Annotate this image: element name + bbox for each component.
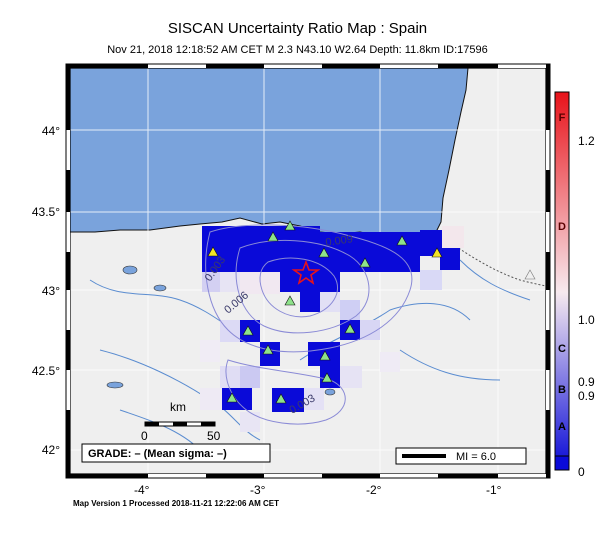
lakes — [106, 265, 336, 396]
y-tick-label: 42.5° — [32, 364, 60, 378]
colorbar-value: 0 — [578, 465, 585, 479]
outer-frame — [65, 63, 551, 479]
contour-label: 0.009 — [325, 233, 354, 249]
colorbar-letter: B — [558, 384, 566, 396]
x-tick-label: -4° — [134, 483, 150, 497]
scale-max: 50 — [207, 429, 221, 443]
colorbar-letter: F — [559, 112, 566, 124]
scale-min: 0 — [141, 429, 148, 443]
colorbar-value: 0.9 — [578, 375, 595, 389]
contour-lines — [205, 224, 413, 425]
mi-text: MI = 6.0 — [456, 451, 496, 463]
y-tick-labels: 44° 43.5° 43° 42.5° 42° — [32, 124, 60, 457]
x-tick-label: -1° — [486, 483, 502, 497]
scale-unit: km — [170, 400, 186, 414]
colorbar-letter: C — [558, 343, 566, 355]
colorbar-value: 0.9 — [578, 389, 595, 403]
grade-text: GRADE: – (Mean sigma: –) — [88, 448, 227, 460]
processed-footer: Map Version 1 Processed 2018-11-21 12:22… — [73, 499, 280, 508]
y-tick-label: 44° — [42, 124, 60, 138]
x-tick-labels: -4° -3° -2° -1° — [134, 483, 502, 497]
map-title: SISCAN Uncertainty Ratio Map : Spain — [167, 20, 428, 37]
epicenter-star — [291, 259, 321, 285]
x-tick-label: -3° — [250, 483, 266, 497]
y-tick-label: 43.5° — [32, 205, 60, 219]
stations — [207, 220, 536, 404]
event-info: Nov 21, 2018 12:18:52 AM CET M 2.3 N43.1… — [107, 44, 488, 56]
colorbar-letter: A — [558, 421, 566, 433]
colorbar-value: 1.0 — [578, 313, 595, 327]
colorbar-value: 1.2 — [578, 134, 595, 148]
y-tick-label: 42° — [42, 443, 60, 457]
mi-legend: MI = 6.0 — [395, 447, 527, 465]
colorbar-letter: D — [558, 221, 566, 233]
scale-bar: km 0 50 — [141, 400, 221, 443]
x-tick-label: -2° — [366, 483, 382, 497]
y-tick-label: 43° — [42, 284, 60, 298]
sea-area — [70, 68, 469, 237]
colorbar: F D C B A 1.2 1.0 0.9 0.9 0 — [554, 91, 595, 479]
grade-box: GRADE: – (Mean sigma: –) — [81, 443, 271, 463]
frame-ticks — [66, 64, 550, 478]
map-area: 0.009 0.003 0.006 0.003 km 0 50 GRADE: –… — [70, 68, 546, 474]
